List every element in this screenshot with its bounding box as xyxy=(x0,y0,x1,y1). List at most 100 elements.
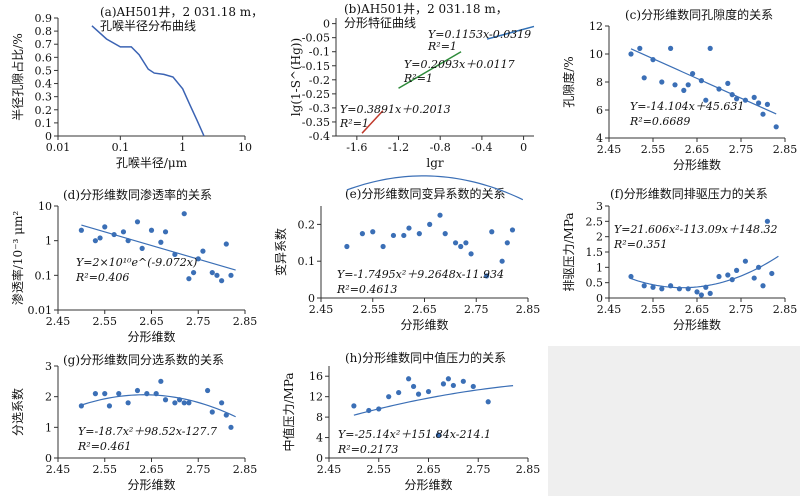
chart-title: (e)分形维数同变异系数的关系 xyxy=(345,186,505,201)
y-tick-label: 0.5 xyxy=(35,64,53,77)
fit-equation: Y=-14.104x＋45.631 xyxy=(630,100,744,113)
y-tick-label: -0.4 xyxy=(309,130,330,143)
x-tick-label: 2.85 xyxy=(516,303,541,316)
y-tick-label: 2.5 xyxy=(586,215,604,228)
y-axis-label: 分选系数 xyxy=(10,388,25,436)
series-line-0 xyxy=(91,25,205,137)
x-axis-label: 分形维数 xyxy=(404,477,452,492)
data-point xyxy=(725,80,731,86)
x-tick-label: 2.75 xyxy=(466,463,491,476)
y-axis-label: 孔隙度/% xyxy=(561,56,576,107)
x-axis-label: lgr xyxy=(426,156,444,170)
chart-title: (f)分形维数同排驱压力的关系 xyxy=(610,186,768,201)
data-point xyxy=(742,258,749,264)
data-point xyxy=(102,391,108,397)
x-tick-label: 2.65 xyxy=(139,463,164,476)
x-axis-label: 分形维数 xyxy=(127,477,175,492)
data-point xyxy=(685,82,691,88)
data-point xyxy=(734,267,740,273)
data-point xyxy=(707,45,713,52)
y-tick-label: 0 xyxy=(596,292,603,305)
data-point xyxy=(659,286,665,292)
data-point xyxy=(452,240,459,246)
data-point xyxy=(92,238,98,244)
data-point xyxy=(470,383,476,390)
fit-curve xyxy=(81,224,236,271)
chart-panel-c: 2.45 2.55 2.65 2.75 2.85 4 6 8 10 12 分形维数 孔隙度/% (c)分… xyxy=(561,7,797,172)
chart-panel-d: 2.45 2.55 2.65 2.75 2.85 0.01 0.1 1 10 分形维数 渗透率/10… xyxy=(10,187,257,344)
data-point xyxy=(134,219,141,225)
y-tick-label: -0.1 xyxy=(309,46,330,59)
chart-panel-b: -1.6 -1.2 -0.8 -0.4 00-0.05-0.1-0.15-0.2-0.2… xyxy=(289,2,535,170)
x-axis-label: 孔喉半径/μm xyxy=(116,156,188,170)
y-tick-label: -0.05 xyxy=(302,32,330,45)
x-tick-label: 2.65 xyxy=(685,303,710,316)
data-point xyxy=(628,273,634,280)
data-point xyxy=(228,272,234,278)
y-tick-label: 0.4 xyxy=(35,78,53,91)
data-point xyxy=(223,412,229,418)
y-tick-label: -0.25 xyxy=(302,88,330,101)
data-point xyxy=(440,381,447,387)
x-tick-label: 2.55 xyxy=(641,303,666,316)
x-tick-label: 2.75 xyxy=(729,143,754,156)
data-point xyxy=(416,231,422,237)
data-point xyxy=(450,382,456,389)
x-tick-label: 2.85 xyxy=(233,315,258,328)
y-tick-label: 10 xyxy=(589,48,603,61)
y-tick-label: 0.1 xyxy=(35,117,53,130)
fit-curve xyxy=(346,175,524,201)
data-point xyxy=(200,248,206,254)
x-tick-label: 2.75 xyxy=(186,315,211,328)
data-point xyxy=(359,231,365,237)
data-point xyxy=(764,218,771,224)
y-tick-label: 12 xyxy=(589,20,603,33)
x-tick-label: 2.45 xyxy=(317,463,342,476)
data-point xyxy=(134,387,141,394)
data-point xyxy=(148,227,155,233)
y-tick-label: 0.3 xyxy=(35,91,53,104)
data-point xyxy=(425,388,432,395)
y-tick-label: 3 xyxy=(596,200,603,213)
data-point xyxy=(209,409,215,415)
data-point xyxy=(485,399,491,405)
x-tick-label: 2.65 xyxy=(139,315,164,328)
data-point xyxy=(228,424,234,430)
fit-curve xyxy=(353,385,514,416)
data-point xyxy=(698,292,705,298)
x-tick-label: 2.55 xyxy=(367,463,392,476)
y-tick-label: -0.15 xyxy=(302,60,330,73)
x-tick-label: -0.8 xyxy=(430,141,451,154)
x-tick-label: -1.2 xyxy=(388,141,409,154)
data-point xyxy=(401,232,407,239)
y-tick-label: 0.2 xyxy=(298,218,316,231)
x-tick-label: 2.45 xyxy=(46,315,71,328)
fit-equation: Y=0.1153x-0.0319 xyxy=(428,28,531,41)
chart-title: (h)分形维数同中值压力的关系 xyxy=(345,350,506,365)
x-tick-label: 2.75 xyxy=(464,303,489,316)
y-tick-label: 0 xyxy=(45,452,52,465)
data-point xyxy=(344,243,350,250)
data-point xyxy=(186,400,192,406)
data-point xyxy=(78,227,84,233)
fit-curve xyxy=(81,394,236,418)
x-axis-label: 分形维数 xyxy=(127,329,175,344)
data-point xyxy=(190,269,197,276)
data-point xyxy=(672,82,678,88)
data-point xyxy=(92,391,98,397)
x-tick-label: 2.75 xyxy=(729,303,754,316)
series-line-2 xyxy=(486,25,535,40)
x-tick-label: -0.4 xyxy=(471,141,492,154)
series-line-0 xyxy=(361,110,384,134)
data-point xyxy=(668,45,674,52)
chart-subtitle: 分形特征曲线 xyxy=(344,15,416,30)
chart-panel-f: 2.45 2.55 2.65 2.75 2.85 0 0.5 1 1.5 2 2.5 3 分形维数 排驱压… xyxy=(562,186,797,332)
data-point xyxy=(427,221,433,227)
y-tick-label: 16 xyxy=(309,370,323,383)
data-point xyxy=(442,231,448,237)
y-axis-label: 半径孔隙占比/% xyxy=(10,33,25,120)
fit-r2: R²=0.351 xyxy=(613,238,667,251)
fit-r2: R²=0.4613 xyxy=(336,283,397,296)
data-point xyxy=(181,211,187,217)
x-tick-label: 0 xyxy=(520,141,527,154)
